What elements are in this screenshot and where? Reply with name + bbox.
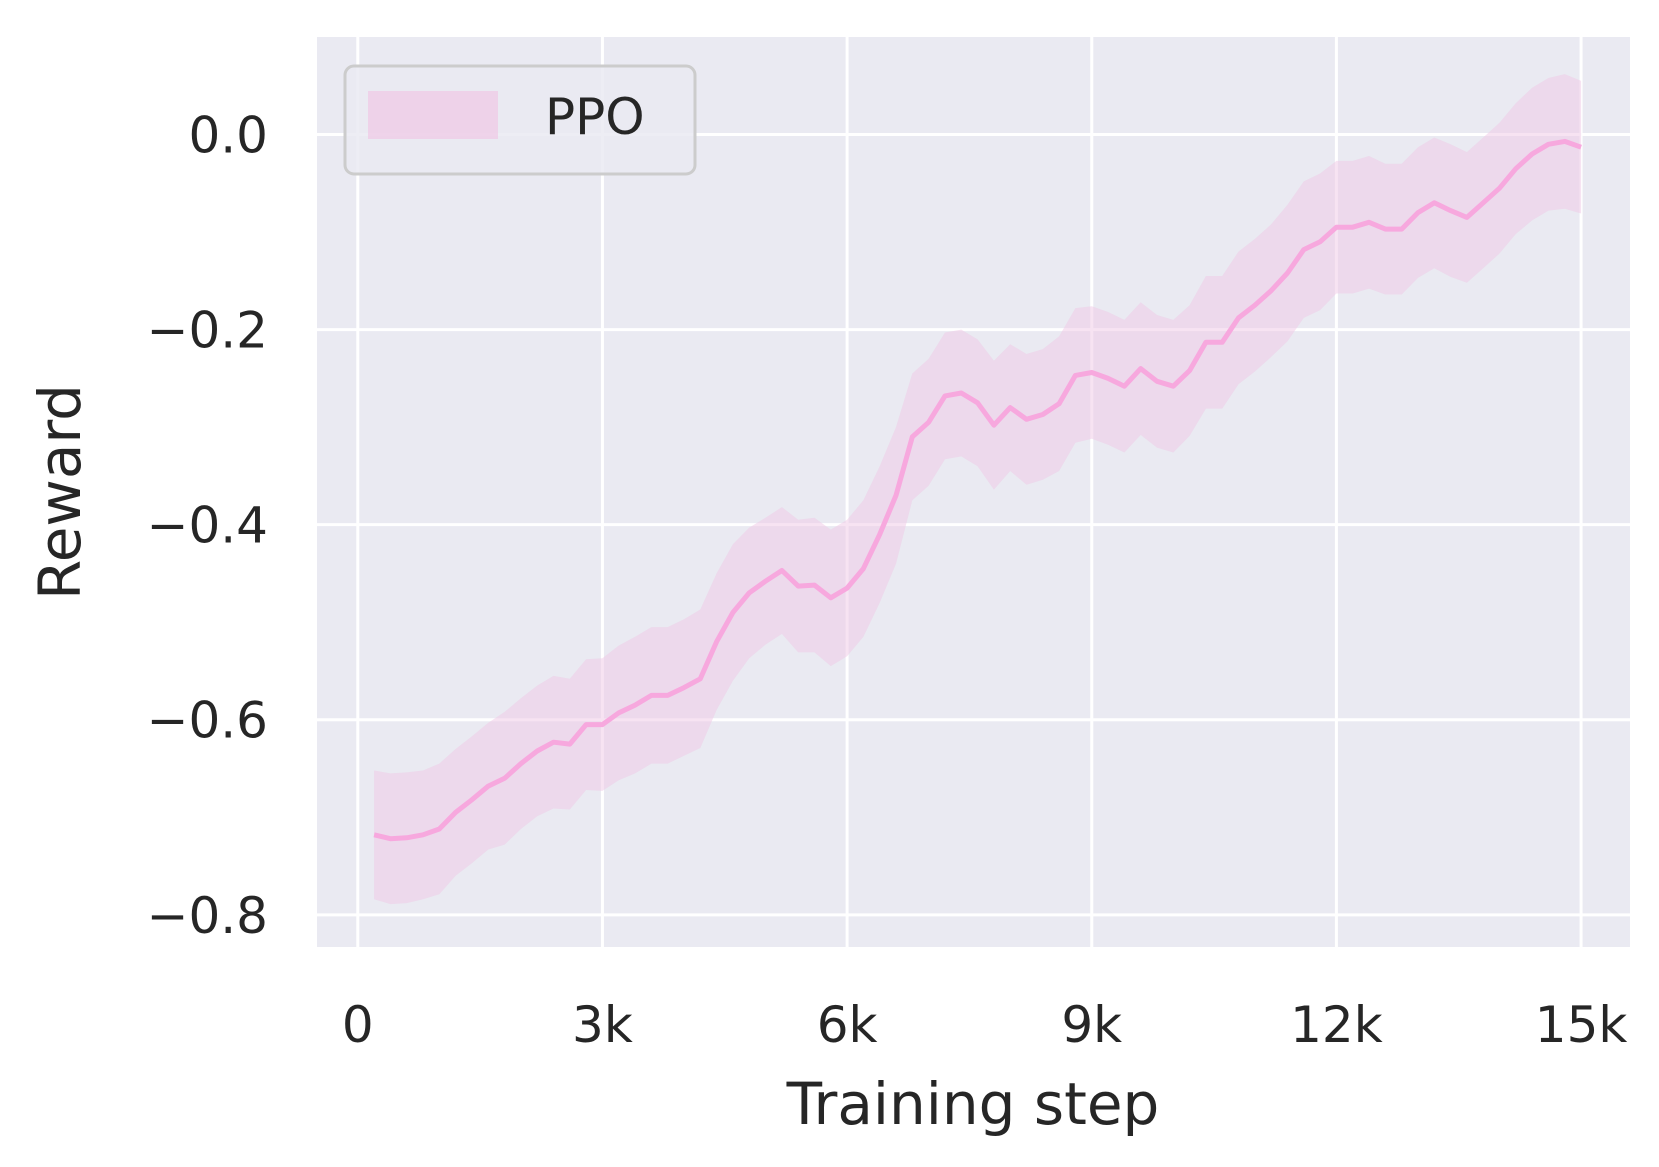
y-tick-label: −0.6	[147, 692, 268, 750]
x-tick-label: 12k	[1290, 996, 1383, 1054]
legend: PPO	[343, 64, 697, 176]
series-line-ppo	[373, 138, 1582, 842]
y-tick-label: 0.0	[188, 107, 268, 165]
y-tick-label: −0.8	[147, 887, 268, 945]
x-tick-label: 9k	[1061, 996, 1122, 1054]
y-tick-label: −0.2	[147, 302, 268, 360]
y-tick-labels: −0.8 −0.6 −0.4 −0.2 0.0	[147, 107, 268, 945]
line-layer	[373, 138, 1582, 842]
legend-swatch-ppo	[368, 91, 498, 139]
y-axis-title: Reward	[26, 384, 94, 600]
x-tick-label: 6k	[817, 996, 878, 1054]
x-tick-label: 3k	[572, 996, 633, 1054]
legend-label-ppo: PPO	[545, 88, 645, 146]
x-tick-label: 0	[342, 996, 374, 1054]
x-axis-title: Training step	[786, 1070, 1160, 1138]
x-tick-labels: 0 3k 6k 9k 12k 15k	[342, 996, 1628, 1054]
y-tick-label: −0.4	[147, 497, 268, 555]
x-tick-label: 15k	[1535, 996, 1628, 1054]
